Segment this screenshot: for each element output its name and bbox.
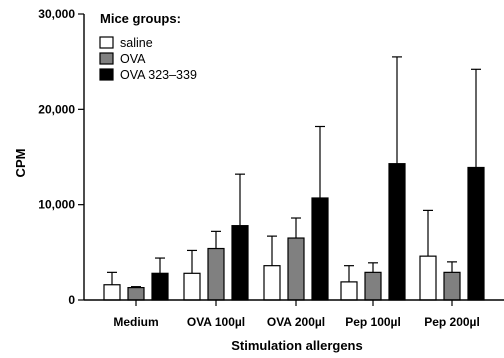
- bar-1: [103, 284, 121, 301]
- x-tick-label: Pep 200µl: [424, 315, 480, 329]
- legend-title: Mice groups:: [100, 11, 181, 26]
- bar-2: [364, 271, 382, 301]
- bar-3: [231, 225, 249, 301]
- y-tick-label: 30,000: [38, 7, 75, 21]
- legend-swatch-2: [99, 52, 114, 65]
- bar-1: [263, 265, 281, 301]
- y-axis-title: CPM: [13, 149, 28, 178]
- bar-2: [207, 247, 225, 301]
- x-tick-label: Medium: [113, 315, 158, 329]
- x-tick-label: Pep 100µl: [345, 315, 401, 329]
- axes: Medium OVA 100µl OVA 200µl Pep 100µl Pep 200…: [83, 14, 504, 329]
- x-axis-title: Stimulation allergens: [231, 338, 362, 353]
- legend-label-3: OVA 323–339: [120, 68, 197, 82]
- y-axis-ticks: 0 10,000 20,000 30,000: [38, 7, 84, 307]
- legend: Mice groups: saline OVA OVA 323–339: [99, 11, 197, 82]
- bar-3: [311, 197, 329, 301]
- legend-swatch-1: [99, 36, 114, 49]
- bar-1: [419, 255, 437, 301]
- bar-2: [443, 271, 461, 301]
- legend-label-1: saline: [120, 36, 153, 50]
- bars: [103, 56, 485, 301]
- bar-3: [151, 272, 169, 301]
- bar-2: [287, 237, 305, 301]
- legend-swatch-3: [99, 68, 114, 81]
- y-tick-label: 10,000: [38, 198, 75, 212]
- bar-1: [183, 272, 201, 301]
- y-tick-label: 0: [68, 293, 75, 307]
- bar-2: [127, 287, 145, 301]
- bar-3: [467, 166, 485, 301]
- bar-3: [388, 163, 406, 301]
- x-tick-label: OVA 200µl: [267, 315, 325, 329]
- legend-label-2: OVA: [120, 52, 146, 66]
- bar-1: [340, 281, 358, 301]
- y-tick-label: 20,000: [38, 102, 75, 116]
- x-tick-label: OVA 100µl: [187, 315, 245, 329]
